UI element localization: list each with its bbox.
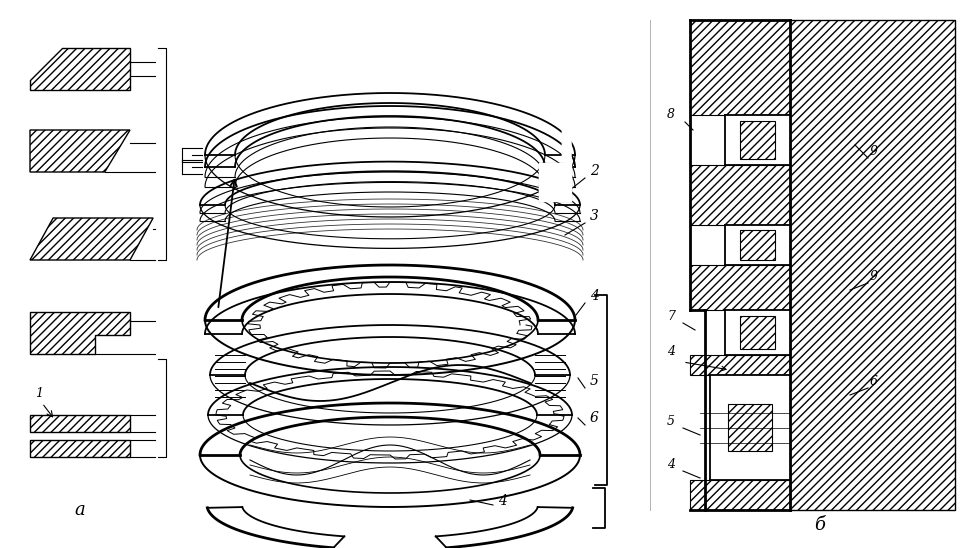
- Bar: [728, 404, 772, 451]
- Text: 2: 2: [590, 164, 599, 178]
- Polygon shape: [30, 130, 130, 172]
- Bar: [725, 310, 790, 355]
- Bar: [740, 230, 776, 260]
- Polygon shape: [30, 440, 130, 457]
- Text: 3: 3: [590, 209, 599, 223]
- Text: 6: 6: [590, 411, 599, 425]
- Text: 6: 6: [870, 375, 878, 388]
- Text: 5: 5: [667, 415, 675, 428]
- Text: 4: 4: [498, 494, 506, 508]
- Bar: [740, 316, 776, 350]
- Bar: [690, 355, 790, 375]
- Bar: [725, 115, 790, 165]
- Text: 7: 7: [667, 310, 675, 323]
- Bar: [690, 480, 790, 510]
- Polygon shape: [30, 312, 130, 354]
- Text: а: а: [75, 501, 86, 519]
- Bar: [790, 20, 955, 510]
- Text: б: б: [815, 516, 825, 534]
- Text: 9: 9: [870, 270, 878, 283]
- Bar: [690, 265, 790, 310]
- Text: 5: 5: [590, 374, 599, 388]
- Text: 4: 4: [667, 458, 675, 471]
- Polygon shape: [30, 415, 130, 432]
- Polygon shape: [30, 218, 153, 260]
- Bar: [690, 165, 790, 225]
- Text: 4: 4: [590, 289, 599, 303]
- Polygon shape: [30, 48, 130, 90]
- Bar: [690, 20, 790, 115]
- Bar: [690, 20, 790, 510]
- Text: 1: 1: [35, 387, 43, 400]
- Text: 9: 9: [870, 145, 878, 158]
- Bar: [740, 121, 776, 159]
- Bar: [710, 375, 790, 480]
- Text: 4: 4: [667, 345, 675, 358]
- Bar: [725, 225, 790, 265]
- Text: 8: 8: [667, 108, 675, 121]
